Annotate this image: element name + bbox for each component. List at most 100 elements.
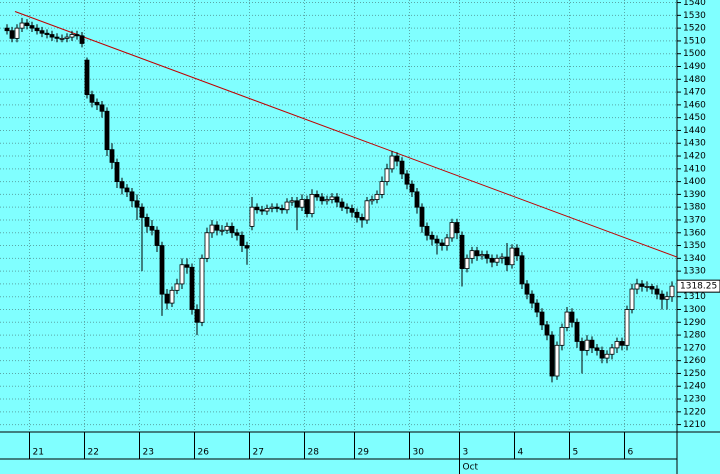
candle-body <box>454 222 460 234</box>
y-tick-label: 1340 <box>683 254 706 264</box>
candle-body <box>224 225 230 231</box>
candle-body <box>89 94 95 103</box>
x-tick-label: 5 <box>573 448 579 458</box>
candle-body <box>99 104 105 112</box>
candle-body <box>79 35 85 44</box>
candle-body <box>104 110 110 151</box>
candle-body <box>124 187 130 193</box>
candle-body <box>19 22 25 29</box>
y-tick-label: 1420 <box>683 152 706 162</box>
candle-body <box>549 334 555 377</box>
candle-body <box>359 217 365 221</box>
candle-body <box>589 339 595 349</box>
candle-body <box>319 196 325 202</box>
candle-body <box>14 27 20 39</box>
candle-body <box>494 257 500 263</box>
y-tick-label: 1400 <box>683 177 706 187</box>
candle-body <box>234 232 240 236</box>
candle-body <box>474 250 480 257</box>
candle-body <box>189 266 195 310</box>
candle-body <box>169 289 175 304</box>
candle-body <box>514 247 520 257</box>
candle-body <box>264 208 270 212</box>
candle-body <box>324 199 330 202</box>
candle-body <box>414 191 420 208</box>
candle-body <box>149 225 155 231</box>
candle-body <box>619 341 625 346</box>
candle-body <box>379 181 385 195</box>
y-tick-label: 1280 <box>683 331 706 341</box>
y-tick-label: 1470 <box>683 88 706 98</box>
candle-body <box>94 101 100 106</box>
candle-body <box>614 341 620 349</box>
candle-body <box>29 25 35 29</box>
candle-body <box>229 225 235 234</box>
candle-body <box>509 247 515 266</box>
candle-body <box>159 245 165 295</box>
candle-body <box>304 199 310 214</box>
y-tick-label: 1510 <box>683 36 706 46</box>
candle-body <box>214 224 220 231</box>
candle-body <box>344 206 350 209</box>
candle-body <box>429 234 435 240</box>
candle-body <box>634 283 640 290</box>
candle-body <box>519 255 525 285</box>
candle-body <box>219 229 225 232</box>
y-tick-label: 1210 <box>683 420 706 430</box>
candle-body <box>334 196 340 203</box>
x-tick-label: 27 <box>253 448 264 458</box>
candle-body <box>204 232 210 259</box>
candle-body <box>249 206 255 227</box>
candle-body <box>349 208 355 213</box>
y-tick-label: 1410 <box>683 164 706 174</box>
candle-body <box>289 200 295 203</box>
candle-body <box>239 234 245 246</box>
trend-line <box>14 11 678 258</box>
candle-body <box>409 183 415 193</box>
candle-body <box>529 293 535 304</box>
y-tick-label: 1350 <box>683 241 706 251</box>
x-tick-label: 26 <box>198 448 210 458</box>
candle-body <box>659 293 665 300</box>
candle-body <box>364 200 370 221</box>
y-tick-label: 1530 <box>683 11 706 21</box>
candle-body <box>394 155 400 162</box>
candle-body <box>134 200 140 208</box>
y-tick-label: 1330 <box>683 267 706 277</box>
candle-body <box>69 34 75 38</box>
candle-body <box>339 201 345 208</box>
candle-body <box>9 30 15 39</box>
candle-body <box>54 36 60 39</box>
candle-body <box>329 196 335 200</box>
candle-body <box>369 199 375 202</box>
candle-body <box>419 206 425 227</box>
candle-body <box>4 27 10 32</box>
candle-body <box>444 237 450 246</box>
candle-body <box>209 224 215 234</box>
candle-body <box>424 225 430 236</box>
last-price-label: 1318.25 <box>680 282 717 292</box>
y-tick-label: 1540 <box>683 0 706 8</box>
y-tick-label: 1500 <box>683 49 706 59</box>
y-tick-label: 1310 <box>683 292 706 302</box>
candle-body <box>399 160 405 175</box>
candle-body <box>594 347 600 351</box>
candle-body <box>599 350 605 359</box>
candle-body <box>354 211 360 218</box>
candle-body <box>479 254 485 257</box>
x-tick-label: 22 <box>88 448 99 458</box>
candle-body <box>584 339 590 351</box>
candle-body <box>299 199 305 208</box>
candle-body <box>39 30 45 34</box>
candle-body <box>554 344 560 377</box>
candle-body <box>244 245 250 249</box>
candle-body <box>539 311 545 326</box>
y-tick-label: 1450 <box>683 113 706 123</box>
y-tick-label: 1380 <box>683 203 706 213</box>
candle-body <box>114 162 120 183</box>
x-tick-label: 28 <box>308 448 320 458</box>
y-tick-label: 1370 <box>683 215 706 225</box>
candle-body <box>629 288 635 310</box>
candle-body <box>139 206 145 218</box>
